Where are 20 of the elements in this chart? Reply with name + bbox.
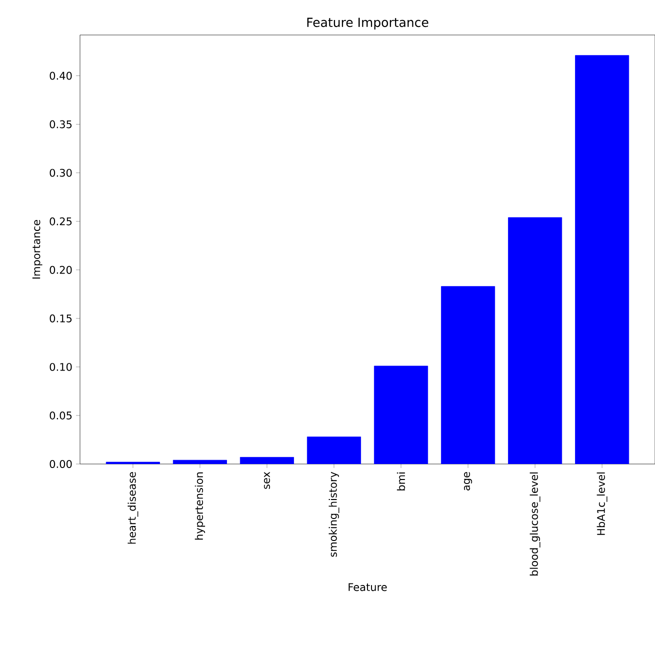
y-tick-label: 0.00: [50, 460, 72, 468]
x-tick-label: bmi: [396, 472, 405, 490]
x-tick-label: heart_disease: [128, 472, 138, 544]
x-tick-label: sex: [264, 472, 270, 489]
y-tick-label: 0.25: [50, 217, 72, 226]
y-tick-label: 0.40: [50, 72, 72, 80]
x-tick-label: smoking_history: [328, 472, 340, 557]
x-tick-label: hypertension: [194, 472, 205, 540]
x-tick-label: blood_glucose_level: [530, 472, 540, 576]
x-tick-label: age: [464, 472, 472, 490]
y-tick-label: 0.35: [50, 120, 72, 128]
y-axis-title: Importance: [32, 220, 42, 279]
y-tick-label: 0.30: [50, 168, 72, 177]
x-axis-title: Feature: [348, 583, 387, 592]
y-tick-label: 0.20: [50, 266, 72, 274]
x-tick-label: HbA1c_level: [596, 472, 608, 535]
y-tick-label: 0.15: [50, 314, 72, 322]
y-tick-label: 0.10: [50, 362, 72, 371]
y-tick-label: 0.05: [50, 411, 72, 420]
chart-title: Feature Importance: [307, 18, 428, 30]
